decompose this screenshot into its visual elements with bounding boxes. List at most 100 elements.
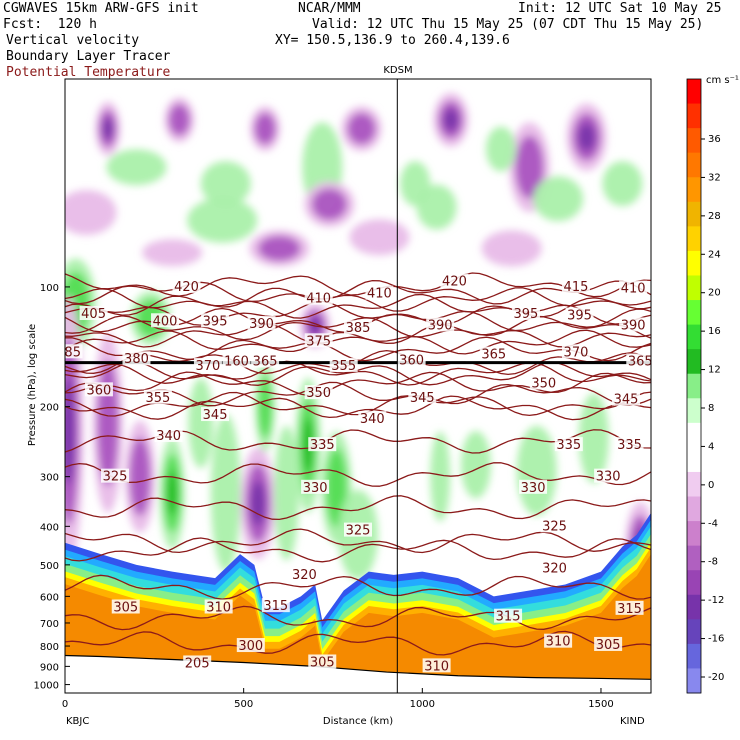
w-blob (250, 480, 265, 526)
x-tick-label: 0 (62, 699, 68, 710)
colorbar-swatch (687, 324, 701, 350)
colorbar-swatch (687, 373, 701, 399)
contour-label: 310 (546, 635, 571, 650)
contour-label-bg (65, 344, 83, 359)
title-forecast-hour: Fcst: 120 h (3, 17, 97, 32)
contour-label: 160 (224, 354, 249, 369)
contour-label: 330 (596, 470, 621, 485)
title-center-ncar: NCAR/MMM (298, 1, 361, 16)
contour-label-bg (426, 317, 455, 332)
theta-contour (65, 395, 651, 421)
contour-label-bg (251, 353, 280, 368)
contour-label: 335 (310, 438, 335, 453)
contour-label-bg (261, 598, 290, 613)
colorbar-label: 0 (708, 480, 714, 491)
contour-label: 410 (621, 282, 646, 297)
title-cross-section-xy: XY= 150.5,136.9 to 260.4,139.6 (275, 33, 510, 48)
contour-label-bg (236, 638, 265, 653)
contour-label-bg (615, 600, 644, 615)
theta-contour (65, 537, 651, 563)
colorbar-frame (686, 78, 702, 694)
contour-label-bg (122, 351, 151, 366)
colorbar-label: 16 (708, 326, 721, 337)
theta-contour (65, 323, 651, 348)
contour-label-bg (422, 658, 451, 673)
w-blob (416, 184, 457, 230)
contour-label-bg (222, 353, 251, 368)
y-tick-label: 200 (40, 403, 59, 414)
contour-label-bg (615, 437, 644, 452)
contour-label: 315 (496, 610, 521, 625)
y-tick-label: 300 (40, 473, 59, 484)
contour-label: 330 (303, 481, 328, 496)
contour-label-bg (540, 518, 569, 533)
w-blob (533, 176, 584, 222)
contour-label-bg (594, 636, 623, 651)
contour-label-bg (201, 407, 230, 422)
contour-label: 350 (531, 377, 556, 392)
field-name-potential-temperature: Potential Temperature (6, 65, 171, 80)
contour-label: 315 (263, 599, 288, 614)
x-tick-label: 1500 (588, 699, 613, 710)
contour-label: 305 (113, 601, 138, 616)
colorbar-swatch (687, 496, 701, 522)
colorbar-swatch (687, 422, 701, 448)
y-tick-label: 800 (40, 642, 59, 653)
w-blob (302, 418, 313, 473)
w-blob (578, 123, 595, 151)
contour-label: 360 (87, 383, 112, 398)
contour-label-bg (619, 280, 648, 295)
contour-label-bg (304, 385, 333, 400)
contour-label: 340 (360, 412, 385, 427)
theta-contour (65, 272, 651, 298)
colorbar-label: -20 (708, 672, 724, 683)
y-tick-label: 1000 (34, 681, 59, 692)
w-blob (168, 104, 190, 136)
terrain (65, 655, 651, 693)
w-blob (274, 425, 300, 561)
w-blob (129, 437, 151, 516)
contour-label: 395 (514, 307, 539, 322)
contour-label: 320 (542, 561, 567, 576)
w-blob (578, 393, 609, 484)
contour-label: 395 (203, 314, 228, 329)
y-tick-label: 500 (40, 561, 59, 572)
contour-label-bg (101, 468, 130, 483)
contour-label: 420 (174, 280, 199, 295)
contour-label-bg (111, 599, 140, 614)
theta-contour (65, 462, 651, 487)
theta-contour (65, 371, 651, 397)
contour-label-bg (79, 306, 108, 321)
colorbar-swatch (687, 447, 701, 473)
w-blob (443, 109, 458, 131)
w-blob (347, 112, 376, 145)
contour-label: 330 (521, 481, 546, 496)
colorbar-label: 8 (708, 403, 714, 414)
marker-station-label: KDSM (383, 65, 412, 76)
contour-label-bg (329, 357, 358, 372)
colorbar-label: 36 (708, 134, 721, 145)
colorbar-swatch (687, 226, 701, 252)
title-model: CGWAVES 15km ARW-GFS init (3, 1, 199, 16)
contour-label-bg (529, 375, 558, 390)
contour-label-bg (561, 344, 590, 359)
contour-label: 360 (399, 353, 424, 368)
contour-label: 385 (346, 321, 371, 336)
y-tick-label: 900 (40, 662, 59, 673)
w-blob-group (65, 92, 651, 592)
contour-label: 335 (617, 438, 642, 453)
plot-frame (64, 78, 652, 694)
theta-contour (65, 300, 651, 326)
w-blob (254, 112, 276, 145)
colorbar-swatch (687, 79, 701, 105)
contour-label: 390 (249, 317, 274, 332)
theta-contour (65, 360, 651, 386)
colorbar-swatch (687, 103, 701, 129)
contour-label: 315 (617, 602, 642, 617)
w-blob (97, 360, 119, 486)
contour-label: 325 (346, 524, 371, 539)
contour-label: 305 (596, 638, 621, 653)
theta-contour (65, 574, 651, 600)
